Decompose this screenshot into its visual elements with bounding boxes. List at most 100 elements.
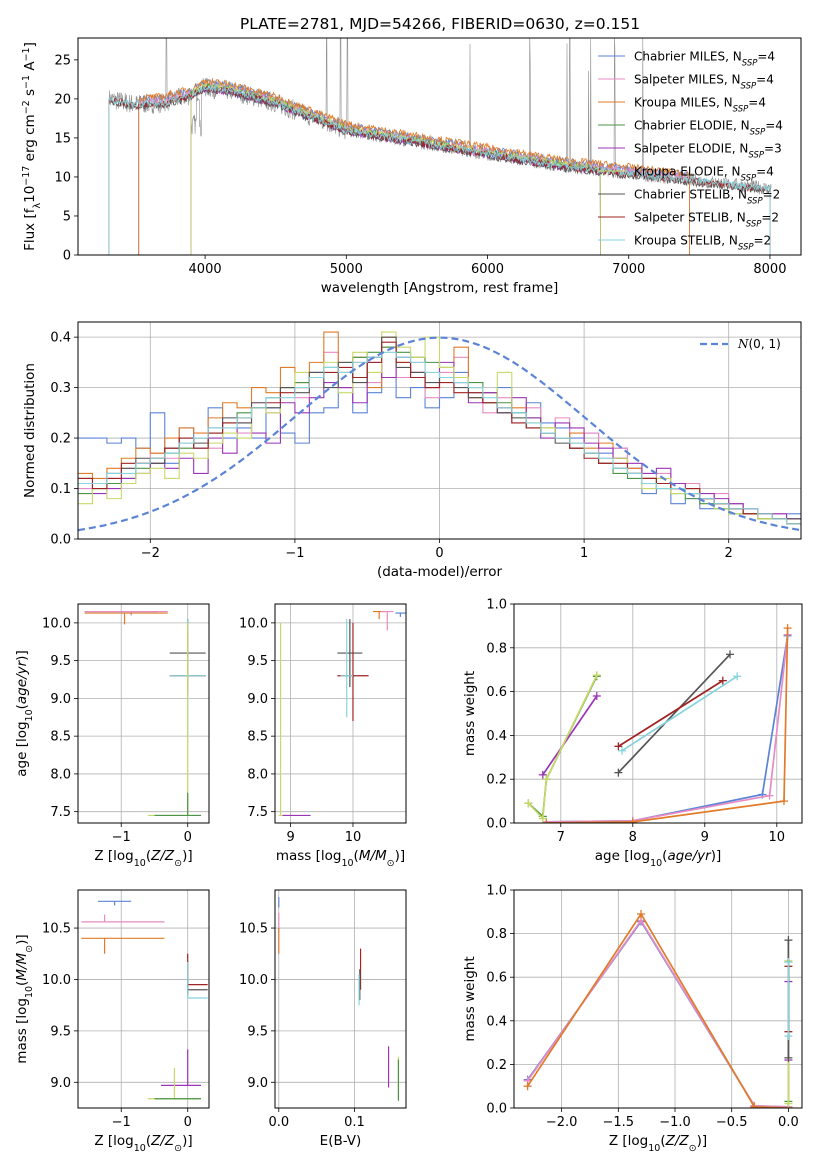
spectrum-model-kroupa-stelib — [108, 84, 771, 255]
spectrum-ylabel-part: A — [22, 61, 38, 75]
legend-label-sub: SSP — [750, 128, 766, 138]
weight-vs-age-xlabel-part: age [log — [595, 848, 650, 864]
residual-hist-salpeter-stelib — [78, 341, 801, 525]
weight-vs-Z-marker-chabrier-stelib — [784, 936, 793, 945]
weight-vs-Z-ytick-label-5: 1.0 — [486, 884, 507, 899]
mass-vs-Z-ylabel-part: )] — [14, 934, 30, 945]
weight-vs-age-xtick-label-0: 7 — [557, 830, 565, 845]
legend-label-sub: SSP — [742, 59, 758, 69]
weight-vs-Z-ytick-label-4: 0.8 — [486, 927, 507, 942]
weight-vs-age-xtick-label-2: 9 — [701, 830, 709, 845]
legend-label-count: =4 — [756, 165, 774, 179]
weight-vs-age-marker-salpeter-elodie — [592, 691, 601, 700]
weight-vs-age-line-kroupa-stelib — [621, 675, 738, 752]
residuals-panel: −2 −1 0 1 2 0.0 0.1 0.2 0.3 0.4 (data-model)/error… — [22, 321, 802, 580]
legend-label-sub: SSP — [747, 197, 763, 207]
weight-vs-Z-xtick-label-3: −0.5 — [716, 1115, 748, 1130]
legend-label-chabrier-stelib: Chabrier STELIB, NSSP=2 — [634, 188, 780, 207]
spectrum-panel: 4000 5000 6000 7000 8000 0 5 10 15 20 25 wavelength… — [21, 37, 802, 296]
age-vs-Z-plot-area — [84, 610, 206, 817]
legend-label-text: Chabrier ELODIE, N — [634, 119, 750, 133]
weight-vs-age-ytick-label-4: 0.8 — [486, 641, 507, 656]
spectrum-ylabel-part: 10 — [22, 186, 38, 203]
age-vs-Z-xlabel-part: ⊙ — [174, 858, 182, 869]
weight-vs-age-marker-salpeter-stelib — [614, 742, 623, 751]
spectrum-xlabel: wavelength [Angstrom, rest frame] — [321, 280, 559, 296]
spectrum-ylabel-part: −17 — [21, 166, 32, 186]
age-vs-Z-ytick-label-5: 10.0 — [42, 616, 71, 631]
age-vs-Z-xlabel-part: Z [log — [94, 848, 133, 864]
weight-vs-age-marker-kroupa-miles — [628, 817, 637, 823]
legend-label-chabrier-elodie: Chabrier ELODIE, NSSP=4 — [634, 119, 783, 138]
age-vs-mass-ytick-label-3: 9.0 — [247, 692, 268, 707]
normal-legend-args: (0, 1) — [749, 337, 781, 351]
weight-vs-age-frame — [513, 603, 803, 824]
residuals-plot-area — [78, 331, 801, 532]
age-vs-mass-frame — [274, 603, 407, 824]
weight-vs-Z-marker-kroupa-miles — [523, 1082, 532, 1091]
legend-label-salpeter-elodie: Salpeter ELODIE, NSSP=3 — [634, 142, 782, 161]
weight-vs-Z-xlabel-part: ⊙ — [689, 1143, 697, 1154]
legend-label-count: =2 — [754, 234, 772, 248]
age-vs-Z-xlabel: Z [log10(Z/Z⊙)] — [94, 848, 192, 869]
weight-vs-age-marker-kroupa-elodie — [524, 799, 533, 808]
mass-vs-Z-ytick-label-1: 9.5 — [50, 1024, 71, 1039]
weight-vs-Z-plot-area — [523, 909, 793, 1108]
age-vs-mass-ytick-label-4: 9.5 — [247, 654, 268, 669]
weight-vs-age-ylabel-part: mass weight — [462, 671, 478, 756]
legend-label-count: =4 — [765, 119, 783, 133]
mass-vs-Z-xlabel-part: Z [log — [94, 1133, 133, 1149]
legend-label-sub: SSP — [733, 105, 749, 115]
spectrum-ytick-label-1: 5 — [63, 209, 71, 224]
weight-vs-Z-xtick-label-4: 0.0 — [778, 1115, 799, 1130]
weight-vs-age-marker-kroupa-miles — [780, 797, 788, 806]
legend-label-text: Kroupa ELODIE, N — [634, 165, 741, 179]
spectrum-ylabel-part: ] — [22, 42, 38, 47]
legend-label-kroupa-stelib: Kroupa STELIB, NSSP=2 — [634, 234, 771, 253]
spectrum-ylabel-part: Flux [f — [22, 207, 38, 251]
age-vs-mass-xlabel-part: )] — [395, 848, 406, 864]
mass-vs-Z-ylabel-part: ⊙ — [24, 945, 35, 953]
weight-vs-Z-xlabel: Z [log10(Z/Z⊙)] — [609, 1133, 707, 1154]
age-vs-Z-ylabel-part: age/yr — [14, 659, 30, 704]
spectrum-ytick-label-5: 25 — [54, 53, 71, 68]
weight-vs-age-xlabel-part: ( — [662, 848, 667, 864]
weight-vs-age-xlabel-part: age/yr — [667, 848, 712, 864]
age-vs-mass-xlabel-part: 10 — [341, 858, 353, 869]
legend-label-sub: SSP — [746, 220, 762, 230]
age-vs-mass-xtick-label-1: 10 — [345, 830, 362, 845]
age-vs-Z-ytick-label-0: 7.5 — [50, 805, 71, 820]
spectrum-xtick-label-2: 6000 — [471, 262, 504, 277]
weight-vs-age-ytick-label-0: 0.0 — [486, 817, 507, 832]
age-vs-Z-xtick-label-0: −1 — [112, 830, 131, 845]
weight-vs-age-xlabel-part: )] — [711, 848, 722, 864]
weight-vs-age-marker-kroupa-elodie — [592, 671, 601, 680]
normal-legend-label: N(0, 1) — [737, 337, 781, 351]
residuals-xtick-label-2: 0 — [435, 546, 443, 561]
residuals-ylabel: Normed distribution — [22, 363, 38, 498]
weight-vs-Z-ylabel: mass weight — [462, 956, 478, 1041]
age-vs-mass-ytick-label-2: 8.5 — [247, 730, 268, 745]
age-vs-Z-xlabel-part: Z/Z — [150, 848, 175, 864]
legend-label-text: Salpeter MILES, N — [634, 73, 741, 87]
weight-vs-age-marker-kroupa-elodie — [538, 814, 547, 823]
legend-label-kroupa-miles: Kroupa MILES, NSSP=4 — [634, 96, 766, 115]
age-vs-Z-panel: −1 07.58.08.59.09.510.0Z [log10(Z/Z⊙)]age… — [14, 603, 210, 869]
spectrum-ytick-label-3: 15 — [54, 131, 71, 146]
residuals-xlabel-part: (data-model)/error — [377, 564, 503, 580]
mass-vs-ebv-xtick-label-0: 0.0 — [268, 1115, 289, 1130]
age-vs-Z-frame — [77, 603, 210, 824]
residuals-ytick-label-4: 0.4 — [50, 331, 71, 346]
residuals-ytick-label-0: 0.0 — [50, 533, 71, 548]
legend-label-sub: SSP — [738, 243, 754, 253]
weight-vs-Z-xlabel-part: Z/Z — [665, 1133, 690, 1149]
mass-vs-Z-xlabel-part: ( — [146, 1133, 151, 1149]
mass-vs-ebv-panel: 0.0 0.1 9.0 9.5 10.0 10.5 E(B-V) — [239, 889, 407, 1149]
residuals-xtick-label-1: −1 — [285, 546, 304, 561]
legend-label-text: Chabrier STELIB, N — [634, 188, 747, 202]
weight-vs-Z-marker-kroupa-elodie — [784, 1099, 793, 1108]
spectrum-ylabel-part: −1 — [21, 75, 32, 89]
weight-vs-Z-xtick-label-1: −1.5 — [603, 1115, 635, 1130]
